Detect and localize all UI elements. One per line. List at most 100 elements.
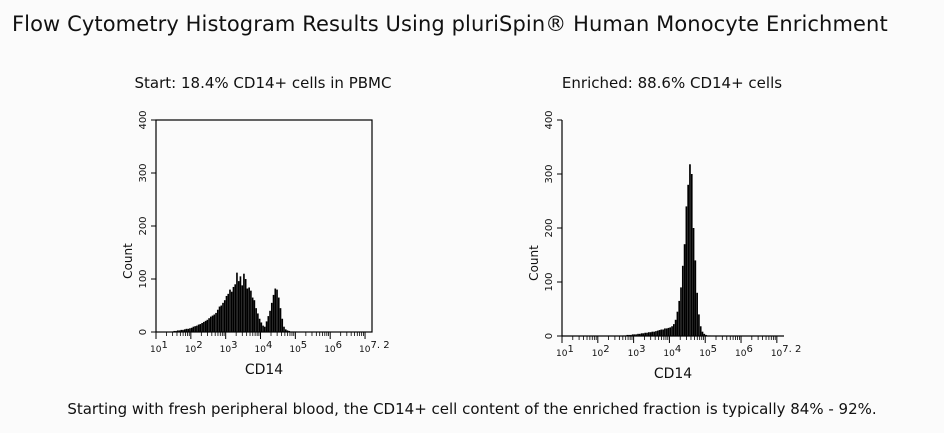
histogram-bar xyxy=(204,320,207,332)
histogram-bar xyxy=(237,281,240,332)
histogram-bar xyxy=(673,324,675,336)
histogram-bar xyxy=(640,333,643,336)
histogram-bar xyxy=(196,325,198,332)
histogram-bar xyxy=(674,319,677,336)
histogram-bar xyxy=(624,335,627,336)
histogram-bar xyxy=(229,289,231,332)
histogram-bar xyxy=(223,300,226,332)
histogram-bar xyxy=(199,324,202,332)
histogram-bar xyxy=(255,308,257,332)
histogram-bar xyxy=(633,334,636,336)
histogram-bar xyxy=(644,332,647,336)
histogram-bar xyxy=(685,206,688,336)
histogram-bar xyxy=(227,293,230,332)
histogram-bar xyxy=(270,302,273,332)
histogram-bar xyxy=(667,327,670,336)
histogram-bar xyxy=(671,326,673,336)
x-tick-label: 106 xyxy=(735,344,753,359)
histogram-bar xyxy=(662,329,664,336)
histogram-panel-enriched: Enriched: 88.6% CD14+ cells 101 102 103 104… xyxy=(522,70,822,390)
histogram-bar xyxy=(194,326,196,332)
x-axis-title: CD14 xyxy=(654,366,692,382)
histogram-bar xyxy=(201,322,203,332)
histogram-bar xyxy=(197,324,200,332)
histogram-bar xyxy=(631,334,634,336)
histogram-bar xyxy=(185,328,188,332)
histogram-bar xyxy=(660,329,663,336)
histogram-bar xyxy=(258,318,261,332)
histogram-bar xyxy=(216,309,219,332)
histogram-bar xyxy=(264,326,266,332)
page-title: Flow Cytometry Histogram Results Using p… xyxy=(12,12,888,36)
histogram-bar xyxy=(218,306,221,332)
histogram-bar xyxy=(248,287,250,332)
histogram-bar xyxy=(236,272,238,332)
y-tick-label: 200 xyxy=(138,216,149,235)
histogram-bar xyxy=(635,334,638,336)
x-tick-label: 105 xyxy=(699,344,717,359)
histogram-bar xyxy=(681,265,684,336)
histogram-bar xyxy=(176,330,179,332)
x-tick-label: 102 xyxy=(185,340,203,355)
histogram-bar xyxy=(687,184,690,336)
histogram-bar xyxy=(689,164,691,336)
histogram-bar xyxy=(678,300,681,336)
histogram-bar xyxy=(244,279,247,332)
histogram-chart-enriched: 101 102 103 104 105 106 107. 2 0 100 200 300 400 CD1… xyxy=(527,110,801,382)
histogram-bar xyxy=(295,331,298,332)
histogram-bar xyxy=(281,318,284,332)
histogram-bar xyxy=(651,331,654,336)
histogram-bar xyxy=(669,327,672,336)
histogram-bar xyxy=(187,328,190,332)
histogram-bar xyxy=(683,244,686,336)
histogram-bar xyxy=(656,330,659,336)
histogram-bar xyxy=(680,287,682,336)
histogram-bar xyxy=(708,335,711,336)
histogram-bar xyxy=(664,328,666,336)
histogram-bar xyxy=(243,273,245,332)
histogram-bar xyxy=(241,285,244,332)
histogram-bar xyxy=(234,284,237,332)
histogram-bar xyxy=(206,319,209,332)
histogram-bar xyxy=(665,328,668,336)
histogram-bar xyxy=(626,334,629,336)
histogram-bar xyxy=(190,327,193,332)
histogram-bar xyxy=(284,329,287,332)
histogram-bar xyxy=(250,290,252,332)
x-tick-label: 104 xyxy=(255,340,273,355)
x-tick-label: 103 xyxy=(628,344,646,359)
histogram-bar xyxy=(175,330,177,332)
histogram-bar xyxy=(253,300,256,332)
histogram-bar xyxy=(222,302,224,332)
histogram-bar xyxy=(232,286,235,332)
histogram-bar xyxy=(286,330,289,332)
histogram-bar xyxy=(655,331,657,336)
histogram-bar xyxy=(211,315,214,332)
x-axis-title: CD14 xyxy=(245,362,283,378)
y-tick-label: 0 xyxy=(544,333,555,339)
histogram-bar xyxy=(698,314,700,336)
histogram-bar xyxy=(690,174,693,336)
x-tick-label: 101 xyxy=(150,340,168,355)
histogram-bar xyxy=(676,311,679,336)
y-tick-label: 0 xyxy=(138,329,149,335)
y-axis-title: Count xyxy=(527,245,541,281)
histogram-bar xyxy=(628,334,630,336)
histogram-bar xyxy=(189,328,191,332)
histogram-bar xyxy=(239,276,242,332)
histogram-bar xyxy=(288,330,291,332)
histogram-bar xyxy=(658,330,661,336)
caption: Starting with fresh peripheral blood, th… xyxy=(67,400,877,418)
histogram-bar xyxy=(277,297,280,332)
histogram-bar xyxy=(699,326,702,336)
histogram-bar xyxy=(203,321,205,332)
histogram-bar xyxy=(220,305,223,332)
histogram-bar xyxy=(192,326,195,332)
histogram-bar xyxy=(269,310,271,332)
histogram-bar xyxy=(265,321,268,332)
x-tick-label: 103 xyxy=(220,340,238,355)
histogram-bar xyxy=(638,333,641,336)
histogram-bar xyxy=(646,332,648,336)
y-tick-label: 100 xyxy=(544,272,555,291)
histogram-bar xyxy=(178,330,181,332)
